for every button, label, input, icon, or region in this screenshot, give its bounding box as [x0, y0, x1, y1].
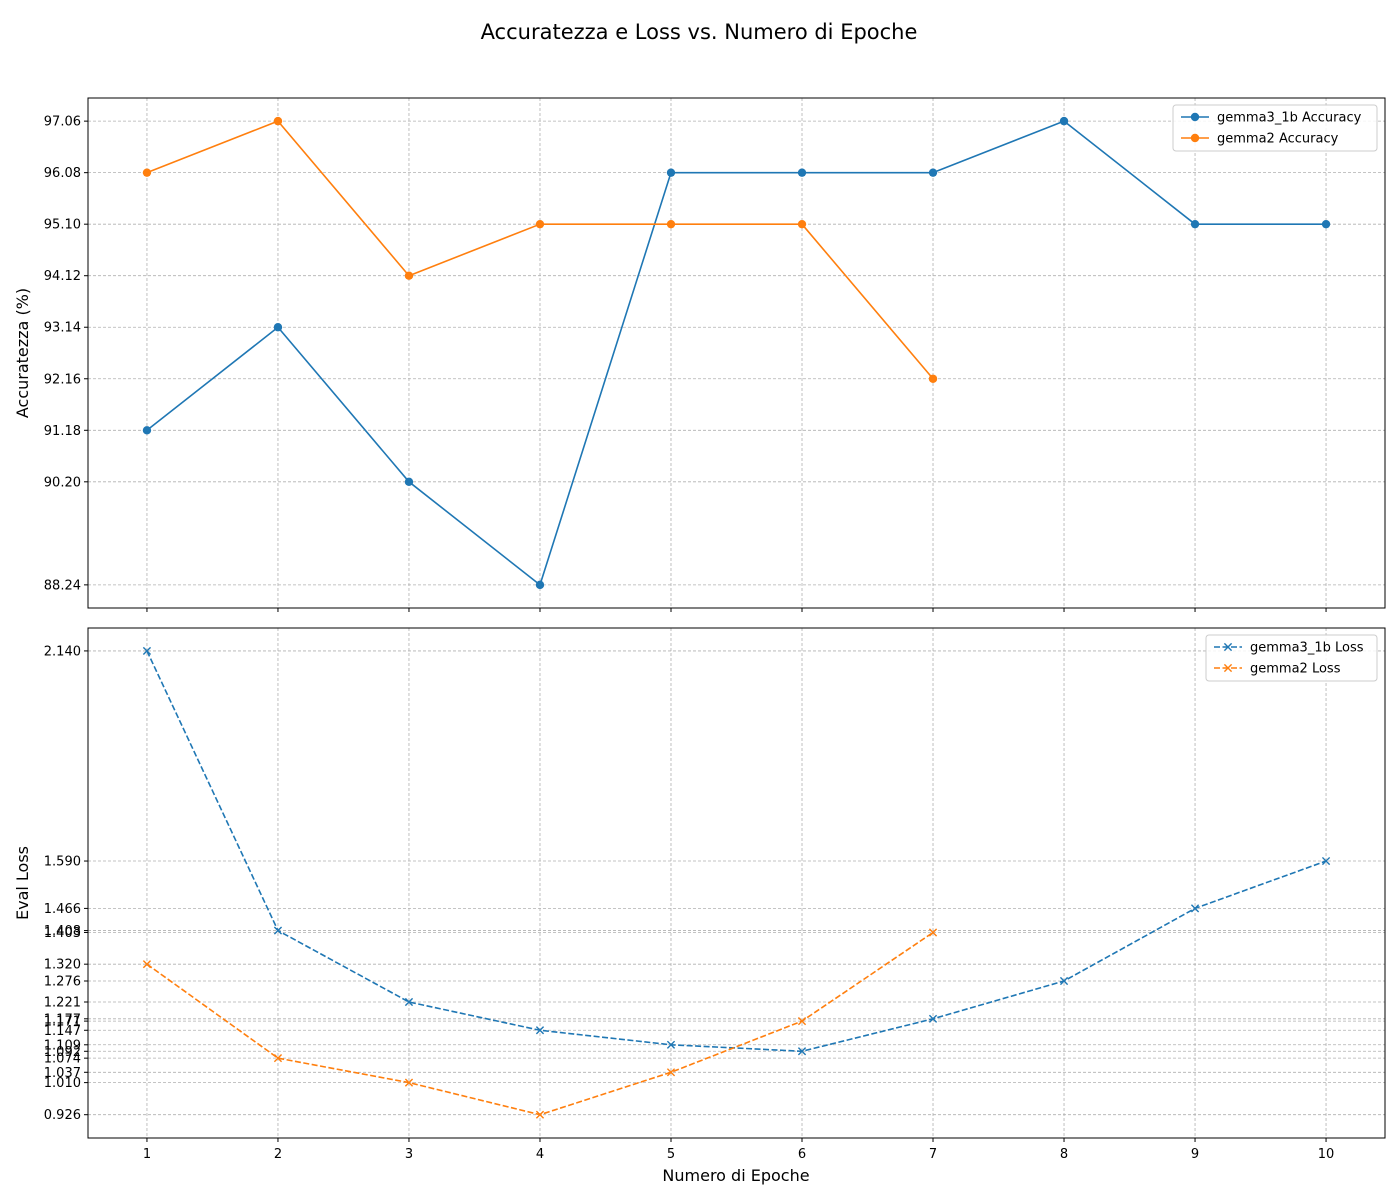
- x-tick-label: 8: [1060, 1147, 1068, 1162]
- legend-label: gemma2 Accuracy: [1217, 132, 1339, 147]
- y-tick-label: 1.403: [44, 926, 81, 941]
- y-tick-label: 1.408: [44, 924, 81, 939]
- legend-label: gemma3_1b Accuracy: [1217, 111, 1362, 126]
- legend-swatch-marker: [1223, 642, 1233, 652]
- data-point: [535, 580, 545, 590]
- data-point: [142, 168, 152, 177]
- y-tick-label: 1.147: [44, 1024, 81, 1039]
- x-tick-label: 10: [1318, 1147, 1335, 1162]
- legend-swatch-marker: [1190, 133, 1200, 143]
- x-tick-label: 4: [536, 1147, 544, 1162]
- y-tick-label: 94.12: [44, 269, 81, 284]
- y-tick-label: 1.590: [44, 855, 81, 870]
- data-point: [797, 1017, 807, 1026]
- y-tick-label: 1.276: [44, 974, 81, 989]
- data-point: [1190, 219, 1200, 229]
- x-tick-label: 5: [667, 1147, 675, 1162]
- y-tick-label: 1.177: [44, 1012, 81, 1027]
- data-point: [797, 219, 807, 229]
- plot-frame: [87, 97, 1386, 609]
- data-point: [797, 1047, 807, 1056]
- x-tick-label: 1: [143, 1147, 151, 1162]
- y-tick-label: 97.06: [44, 115, 81, 130]
- x-tick-label: 6: [798, 1147, 806, 1162]
- series-line: [146, 120, 1327, 586]
- legend-label: gemma3_1b Loss: [1250, 641, 1364, 656]
- y-tick-label: 1.320: [44, 958, 81, 973]
- data-point: [142, 646, 152, 656]
- y-tick-label: 91.18: [44, 424, 81, 439]
- data-point: [1321, 856, 1331, 866]
- data-point: [273, 323, 283, 332]
- data-point: [535, 219, 545, 229]
- data-point: [928, 168, 938, 177]
- data-point: [1059, 116, 1069, 126]
- y-tick-label: 95.10: [44, 218, 81, 233]
- data-point: [1321, 219, 1331, 229]
- figure-title: Accuratezza e Loss vs. Numero di Epoche: [481, 20, 918, 44]
- data-point: [404, 997, 414, 1007]
- y-axis-title: Accuratezza (%): [13, 288, 32, 418]
- y-tick-label: 1.037: [44, 1066, 81, 1081]
- y-tick-label: 96.08: [44, 166, 81, 181]
- data-point: [666, 1040, 676, 1049]
- data-point: [404, 271, 414, 280]
- data-point: [535, 1110, 545, 1119]
- data-point: [666, 168, 676, 177]
- y-tick-label: 93.14: [44, 321, 81, 336]
- legend-box: [1205, 634, 1378, 682]
- y-tick-label: 0.926: [44, 1108, 81, 1123]
- y-tick-label: 1.109: [44, 1038, 81, 1053]
- data-point: [1190, 904, 1200, 913]
- y-tick-label: 88.24: [44, 578, 81, 593]
- x-tick-label: 7: [929, 1147, 937, 1162]
- data-point: [666, 1068, 676, 1077]
- data-point: [928, 374, 938, 383]
- data-point: [1059, 976, 1069, 986]
- data-point: [535, 1026, 545, 1035]
- legend-label: gemma2 Loss: [1250, 662, 1341, 677]
- y-tick-label: 1.171: [44, 1015, 81, 1030]
- x-tick-label: 3: [405, 1147, 413, 1162]
- x-axis-title: Numero di Epoche: [662, 1166, 809, 1185]
- data-point: [273, 926, 283, 935]
- data-point: [142, 960, 152, 969]
- data-point: [928, 928, 938, 937]
- series-line: [146, 650, 1327, 1053]
- data-point: [273, 1054, 283, 1063]
- data-point: [273, 116, 283, 126]
- data-point: [404, 1078, 414, 1087]
- y-tick-label: 1.466: [44, 902, 81, 917]
- legend: gemma3_1b Loss gemma2 Loss: [1205, 634, 1378, 682]
- data-point: [797, 168, 807, 177]
- data-point: [666, 219, 676, 229]
- data-point: [928, 1014, 938, 1023]
- data-point: [404, 477, 414, 487]
- legend-swatch-marker: [1223, 663, 1233, 673]
- x-tick-label: 2: [274, 1147, 282, 1162]
- x-tick-label: 9: [1191, 1147, 1199, 1162]
- y-tick-label: 1.092: [44, 1045, 81, 1060]
- legend: gemma3_1b Accuracy gemma2 Accuracy: [1172, 104, 1378, 152]
- y-tick-label: 1.010: [44, 1076, 81, 1091]
- loss-panel: 0.926 1.0101.0371.0741.0921.1091.1471.171…: [13, 627, 1386, 1162]
- y-tick-label: 92.16: [44, 372, 81, 387]
- legend-swatch-marker: [1190, 112, 1200, 122]
- y-tick-label: 2.140: [44, 644, 81, 659]
- y-tick-label: 1.074: [44, 1052, 81, 1067]
- legend-box: [1172, 104, 1378, 152]
- data-point: [142, 426, 152, 435]
- y-axis-title: Eval Loss: [13, 846, 32, 920]
- accuracy-panel: 88.24 90.20 91.18 92.16 93.14 94.12 95.10 96.08…: [13, 97, 1386, 612]
- y-tick-label: 1.221: [44, 996, 81, 1011]
- plot-frame: [87, 627, 1386, 1139]
- y-tick-label: 90.20: [44, 475, 81, 490]
